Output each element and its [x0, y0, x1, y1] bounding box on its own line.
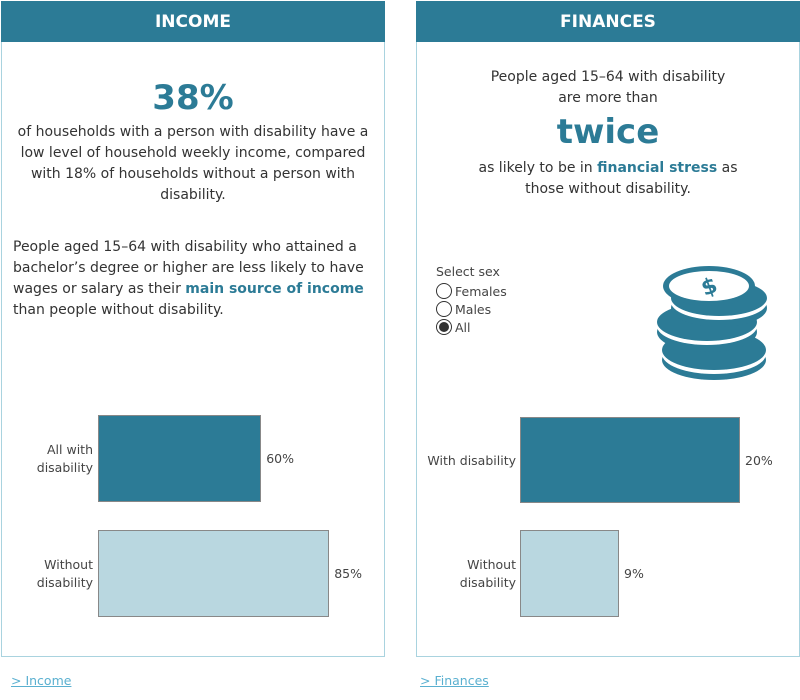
line3-end: as: [717, 160, 738, 176]
income-bar-label: Without disability: [36, 557, 93, 590]
line3-highlight: financial stress: [597, 160, 718, 176]
finances-big: twice: [556, 112, 660, 152]
finances-line4: those without disability.: [525, 181, 691, 197]
finances-link[interactable]: > Finances: [420, 673, 489, 688]
radio-label: Females: [455, 283, 507, 299]
finances-bar-without[interactable]: [520, 530, 619, 617]
income-bar-with[interactable]: [98, 415, 262, 502]
income-panel: INCOME 38% of households with a person w…: [1, 1, 385, 657]
radio-circle[interactable]: [436, 301, 452, 317]
income-bar-value: 85%: [334, 566, 362, 581]
finances-line3: as likely to be in financial stress as: [417, 158, 799, 179]
radio-females[interactable]: Females: [436, 282, 507, 300]
filter-label: Select sex: [436, 264, 500, 279]
finances-bar-value: 9%: [624, 566, 644, 581]
finances-panel: FINANCES People aged 15–64 with disabili…: [416, 1, 800, 657]
finances-bar-label: Without disability: [459, 557, 516, 590]
radio-males[interactable]: Males: [436, 300, 507, 318]
income-bar-label: All with disability: [36, 442, 93, 475]
income-link[interactable]: > Income: [11, 673, 72, 688]
income-bar-value: 60%: [266, 451, 294, 466]
finances-header: FINANCES: [416, 1, 800, 42]
coins-dollar-icon: $: [657, 266, 767, 380]
line3-text: as likely to be in: [478, 160, 598, 176]
income-paragraph: People aged 15–64 with disability who at…: [13, 237, 370, 321]
finances-bar-label: With disability: [427, 453, 516, 468]
radio-label: Males: [455, 301, 492, 317]
income-header: INCOME: [1, 1, 385, 42]
finances-bar-value: 20%: [745, 453, 773, 468]
radio-circle[interactable]: [436, 319, 452, 335]
income-stat: 38%: [152, 78, 234, 118]
finances-line1: People aged 15–64 with disability: [490, 69, 726, 85]
para-text: People aged 15–64 with disability who at…: [13, 239, 364, 297]
radio-label: All: [455, 319, 471, 335]
sex-filter: Select sex Females Males All: [436, 264, 507, 336]
finances-line2: are more than: [558, 90, 658, 106]
income-bar-without[interactable]: [98, 530, 330, 617]
finances-bar-with[interactable]: [520, 417, 740, 503]
radio-circle[interactable]: [436, 283, 452, 299]
para-highlight: main source of income: [185, 281, 364, 297]
para-text-end: than people without disability.: [13, 302, 224, 318]
radio-all[interactable]: All: [436, 318, 507, 336]
income-stat-text: of households with a person with disabil…: [17, 124, 369, 203]
